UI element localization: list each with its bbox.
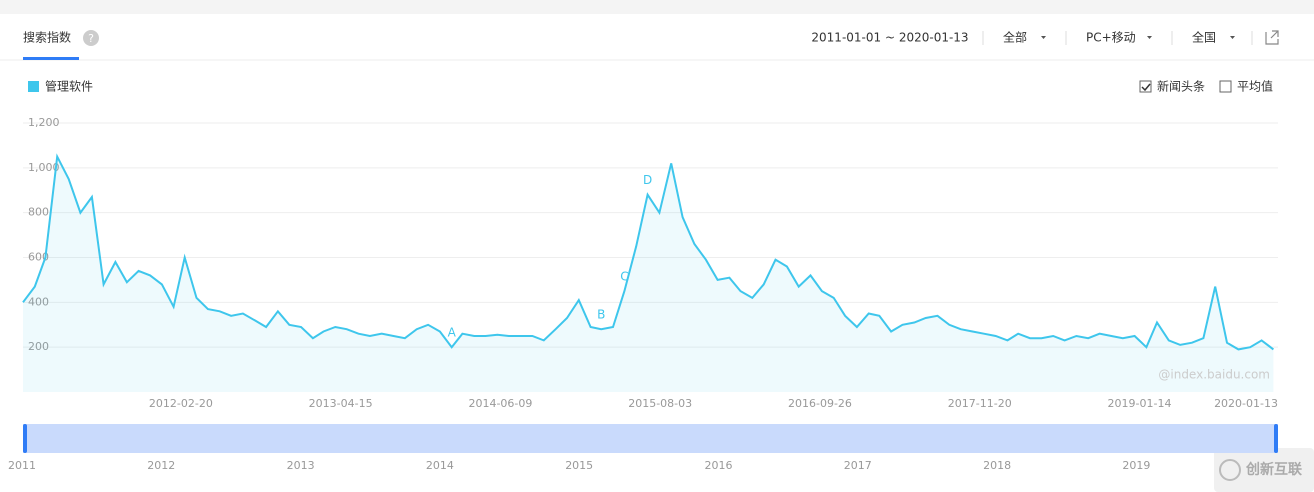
annotation: C bbox=[620, 270, 628, 284]
legend-label: 管理软件 bbox=[45, 79, 93, 94]
slider-year: 2018 bbox=[983, 459, 1011, 472]
filter[interactable]: 全国 bbox=[1192, 30, 1216, 45]
x-tick-label: 2015-08-03 bbox=[628, 397, 692, 410]
y-tick-label: 800 bbox=[28, 206, 49, 219]
tab: 搜索指数 bbox=[23, 30, 71, 45]
option-label: 平均值 bbox=[1237, 79, 1273, 94]
export-icon[interactable] bbox=[1265, 30, 1279, 45]
slider-year: 2012 bbox=[147, 459, 175, 472]
annotation: B bbox=[597, 308, 605, 322]
legend-swatch bbox=[28, 81, 39, 92]
tab-underline bbox=[23, 57, 79, 60]
dropdown-arrow bbox=[1147, 36, 1152, 39]
slider-handle[interactable] bbox=[1274, 424, 1278, 453]
x-tick-label: 2017-11-20 bbox=[948, 397, 1012, 410]
checkmark bbox=[1141, 83, 1151, 92]
slider-year: 2015 bbox=[565, 459, 593, 472]
dropdown-arrow bbox=[1230, 36, 1235, 39]
watermark: @index.baidu.com bbox=[1158, 368, 1270, 382]
x-tick-label: 2013-04-15 bbox=[309, 397, 373, 410]
help-mark: ? bbox=[88, 32, 94, 45]
line bbox=[22, 153, 1275, 351]
x-tick-label: 2019-01-14 bbox=[1108, 397, 1172, 410]
x-tick-label: 2020-01-13 bbox=[1214, 397, 1278, 410]
checkbox[interactable] bbox=[1219, 80, 1232, 93]
logo: 创新互联 bbox=[1245, 461, 1303, 478]
area bbox=[23, 156, 1274, 392]
slider-year: 2013 bbox=[287, 459, 315, 472]
y-tick-label: 1,000 bbox=[28, 161, 60, 174]
filter[interactable]: PC+移动 bbox=[1086, 31, 1136, 45]
logo-bg bbox=[1214, 448, 1314, 492]
annotation: A bbox=[448, 326, 457, 340]
slider-year: 2019 bbox=[1122, 459, 1150, 472]
y-tick-label: 200 bbox=[28, 340, 49, 353]
slider-year: 2011 bbox=[8, 459, 36, 472]
filter[interactable]: 全部 bbox=[1003, 30, 1027, 45]
slider-year: 2014 bbox=[426, 459, 454, 472]
checkbox[interactable] bbox=[1139, 80, 1152, 93]
y-tick-label: 400 bbox=[28, 295, 49, 308]
slider-track[interactable] bbox=[23, 424, 1278, 453]
x-tick-label: 2016-09-26 bbox=[788, 397, 852, 410]
x-tick-label: 2014-06-09 bbox=[468, 397, 532, 410]
dropdown-arrow bbox=[1041, 36, 1046, 39]
logo-icon bbox=[1219, 459, 1241, 481]
y-tick-label: 1,200 bbox=[28, 116, 60, 129]
slider-handle[interactable] bbox=[23, 424, 27, 453]
x-tick-label: 2012-02-20 bbox=[149, 397, 213, 410]
annotation: D bbox=[643, 173, 652, 187]
date-range[interactable]: 2011-01-01 ~ 2020-01-13 bbox=[811, 31, 968, 45]
option-label: 新闻头条 bbox=[1157, 79, 1205, 94]
slider-year: 2017 bbox=[844, 459, 872, 472]
help-icon[interactable] bbox=[83, 30, 99, 46]
slider-year: 2016 bbox=[705, 459, 733, 472]
panel bbox=[0, 14, 1314, 492]
